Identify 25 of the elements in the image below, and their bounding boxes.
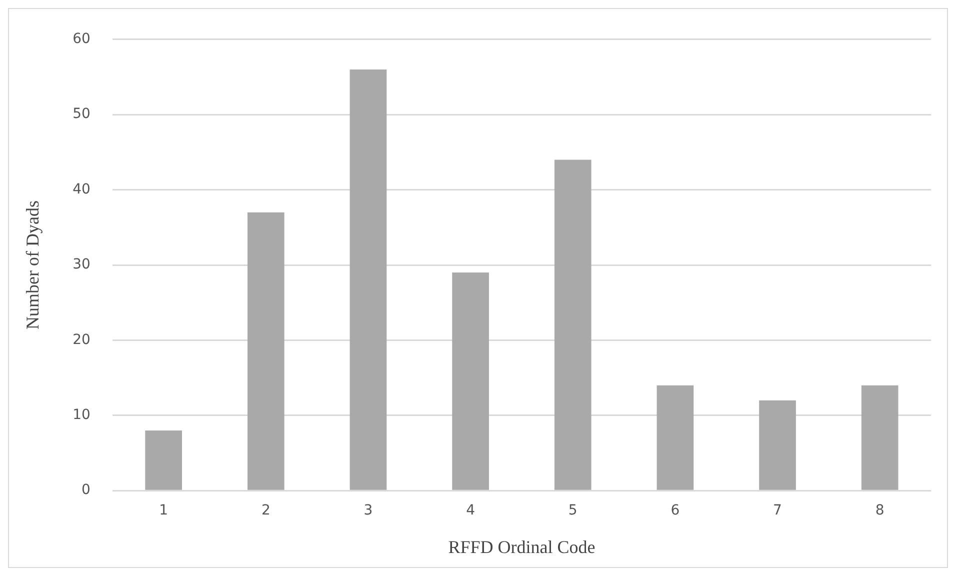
bar	[861, 385, 898, 490]
x-tick-label: 6	[670, 502, 680, 519]
y-axis-title: Number of Dyads	[22, 200, 43, 330]
x-axis-title: RFFD Ordinal Code	[448, 536, 596, 557]
x-tick-label: 7	[773, 502, 782, 519]
x-tick-label: 1	[159, 502, 168, 519]
bar	[247, 212, 284, 490]
x-tick-label: 2	[261, 502, 270, 519]
bar	[759, 400, 796, 490]
y-tick-label: 0	[81, 482, 90, 498]
bar	[452, 272, 489, 490]
y-tick-label: 60	[72, 31, 90, 48]
bar	[554, 160, 592, 490]
bar	[656, 385, 694, 490]
x-tick-label: 8	[875, 502, 884, 519]
y-tick-label: 40	[72, 181, 90, 198]
y-tick-label: 10	[72, 407, 90, 424]
bar	[350, 69, 387, 490]
bar	[145, 430, 182, 490]
y-tick-label: 30	[72, 256, 90, 273]
y-tick-label: 50	[72, 106, 90, 122]
y-tick-label: 20	[72, 332, 90, 348]
x-tick-label: 5	[568, 502, 578, 519]
x-tick-label: 3	[364, 502, 373, 519]
x-tick-label: 4	[466, 502, 476, 519]
